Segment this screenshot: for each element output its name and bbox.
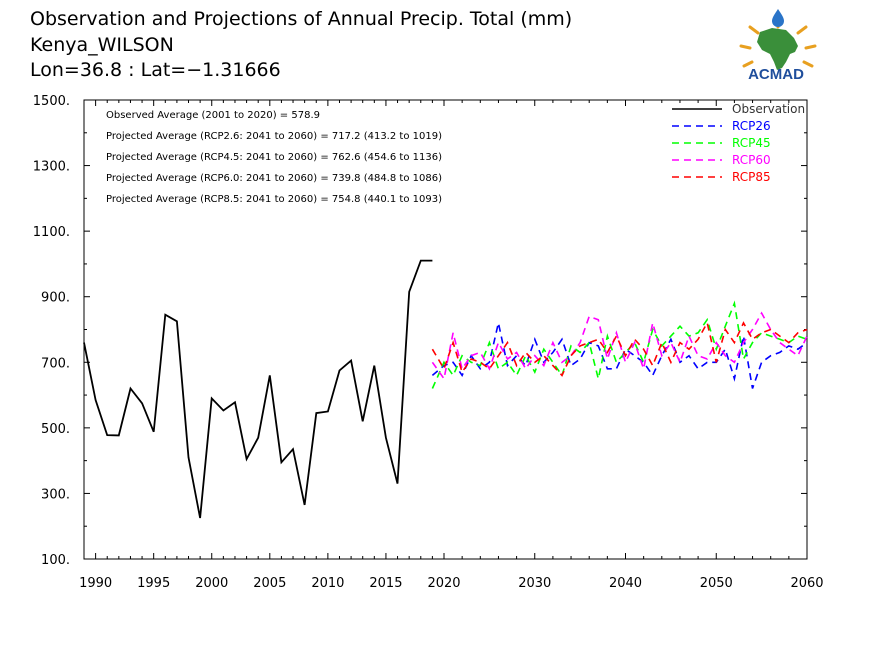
series-line-rcp45	[431, 300, 808, 389]
y-tick-label: 100.	[41, 553, 70, 568]
chart-title: Observation and Projections of Annual Pr…	[30, 8, 572, 30]
y-tick-label: 900.	[41, 291, 70, 306]
x-tick-label: 2005	[253, 576, 286, 591]
x-tick-label: 1990	[79, 576, 112, 591]
stat-annotations: Observed Average (2001 to 2020) = 578.9 …	[106, 110, 442, 205]
logo-africa-shape	[757, 28, 798, 70]
station-coords: Lon=36.8 : Lat=−1.31666	[30, 59, 281, 81]
logo-water-drop	[772, 9, 784, 27]
series-line-observation	[83, 259, 433, 519]
y-axis: 100. 300. 500. 700. 900. 1100. 1300. 1500.	[33, 94, 807, 568]
x-tick-label: 2060	[790, 576, 823, 591]
logo-sun-rays	[739, 15, 817, 68]
station-name: Kenya_WILSON	[30, 34, 174, 56]
legend-label-observation: Observation	[732, 102, 805, 116]
acmad-logo: ACMAD	[739, 9, 817, 83]
stat-rcp45-average: Projected Average (RCP4.5: 2041 to 2060)…	[106, 152, 442, 163]
stat-rcp85-average: Projected Average (RCP8.5: 2041 to 2060)…	[106, 194, 442, 205]
legend-label-rcp60: RCP60	[732, 153, 771, 167]
y-tick-label: 1300.	[33, 160, 70, 175]
series-layer	[83, 259, 808, 519]
series-line-rcp85	[431, 320, 808, 377]
legend-label-rcp26: RCP26	[732, 119, 771, 133]
x-tick-label: 1995	[137, 576, 170, 591]
series-line-rcp26	[431, 322, 808, 389]
plot-area	[83, 99, 808, 560]
stat-rcp26-average: Projected Average (RCP2.6: 2041 to 2060)…	[106, 131, 442, 142]
stat-observed-average: Observed Average (2001 to 2020) = 578.9	[106, 110, 320, 121]
x-tick-label: 2000	[195, 576, 228, 591]
x-axis: 1990 1995 2000 2005 2010 2015 2020 2030 2040 2050…	[79, 100, 824, 591]
x-tick-label: 2030	[518, 576, 551, 591]
x-tick-label: 2020	[427, 576, 460, 591]
legend-label-rcp85: RCP85	[732, 170, 771, 184]
y-tick-label: 1100.	[33, 225, 70, 240]
x-tick-label: 2050	[700, 576, 733, 591]
logo-text: ACMAD	[748, 66, 804, 83]
x-tick-label: 2010	[311, 576, 344, 591]
y-tick-label: 500.	[41, 422, 70, 437]
y-tick-label: 700.	[41, 356, 70, 371]
y-tick-label: 1500.	[33, 94, 70, 109]
y-tick-label: 300.	[41, 487, 70, 502]
x-tick-label: 2015	[369, 576, 402, 591]
legend-label-rcp45: RCP45	[732, 136, 771, 150]
stat-rcp60-average: Projected Average (RCP6.0: 2041 to 2060)…	[106, 173, 442, 184]
x-tick-label: 2040	[609, 576, 642, 591]
series-line-rcp60	[431, 311, 808, 381]
legend: Observation RCP26 RCP45 RCP60 RCP85	[672, 102, 805, 184]
